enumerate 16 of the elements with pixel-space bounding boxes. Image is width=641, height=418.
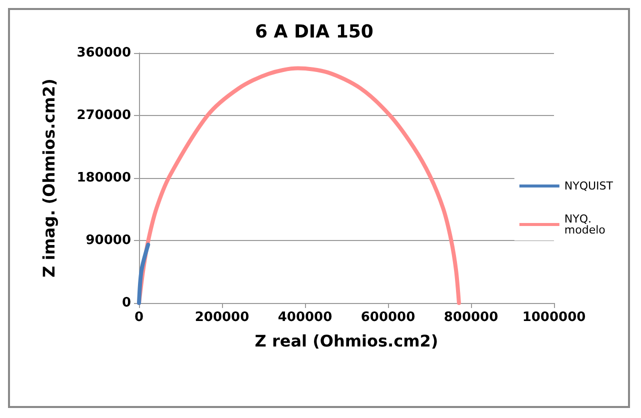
x-axis-title: Z real (Ohmios.cm2) — [254, 332, 438, 350]
y-tick-label: 180000 — [76, 170, 131, 186]
x-tick-label: 800000 — [444, 310, 498, 325]
x-tick-label: 0 — [134, 310, 144, 325]
x-tick-label: 1000000 — [522, 310, 586, 325]
legend-label: NYQUIST — [564, 180, 614, 192]
legend-label: NYQ. modelo — [564, 212, 606, 236]
y-axis-title: Z imag. (Ohmios.cm2) — [40, 78, 58, 278]
y-tick-label: 270000 — [76, 108, 131, 123]
y-tick-label: 0 — [122, 296, 131, 310]
y-tick-label: 360000 — [76, 46, 131, 60]
chart-title: 6 A DIA 150 — [255, 22, 374, 42]
x-tick-label: 400000 — [278, 310, 332, 325]
x-tick-label: 600000 — [360, 310, 416, 325]
y-tick-label: 90000 — [86, 233, 131, 248]
x-tick-label: 200000 — [194, 310, 250, 325]
